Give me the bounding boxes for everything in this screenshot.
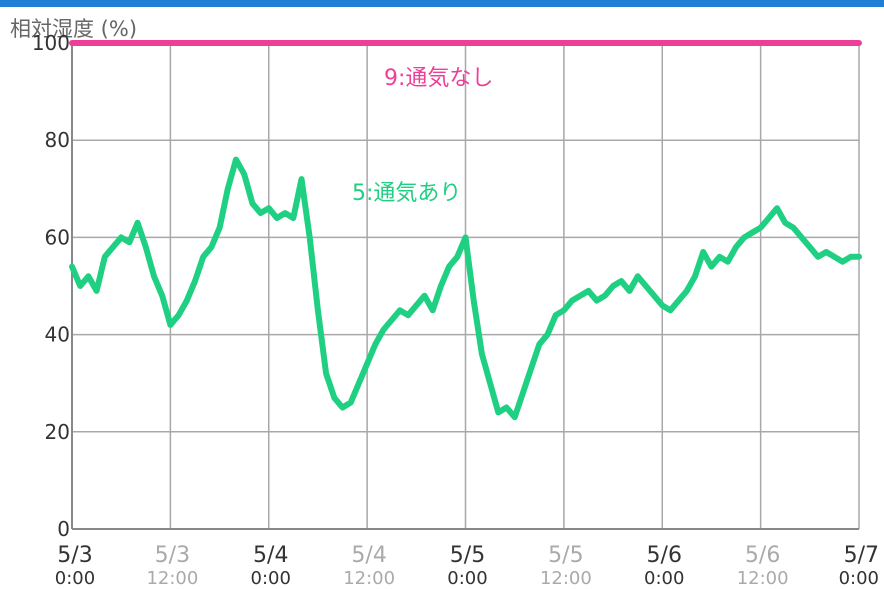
x-tick-date-label: 5/5 [450,543,485,568]
x-tick-time-label: 0:00 [839,568,879,589]
x-tick-date-label: 5/5 [548,543,583,568]
x-tick-date-label: 5/7 [844,543,879,568]
y-tick-label: 100 [32,31,70,55]
x-tick-date-label: 5/6 [647,543,682,568]
x-tick-time-label: 12:00 [737,568,789,589]
y-axis-label: 相対湿度 (%) [10,17,138,41]
x-tick-time-label: 0:00 [251,568,291,589]
y-tick-label: 80 [45,128,70,152]
x-tick-date-label: 5/3 [155,543,190,568]
x-tick-date-label: 5/6 [745,543,780,568]
x-tick-time-label: 12:00 [343,568,395,589]
x-tick-time-label: 0:00 [644,568,684,589]
x-tick-date-label: 5/4 [253,543,288,568]
y-tick-label: 40 [45,323,70,347]
humidity-ventilation-line [69,156,862,421]
x-tick-date-label: 5/4 [351,543,386,568]
y-tick-label: 20 [45,420,70,444]
x-tick-time-label: 12:00 [540,568,592,589]
y-tick-label: 0 [57,517,70,541]
x-tick-time-label: 12:00 [146,568,198,589]
series-annotation-label: 9:通気なし [384,66,493,91]
x-tick-date-label: 5/3 [57,543,92,568]
top-accent-bar [0,0,884,7]
x-tick-time-label: 0:00 [447,568,487,589]
y-tick-label: 60 [45,225,70,249]
x-tick-time-label: 0:00 [55,568,95,589]
series-annotation-label: 5:通気あり [352,181,461,206]
